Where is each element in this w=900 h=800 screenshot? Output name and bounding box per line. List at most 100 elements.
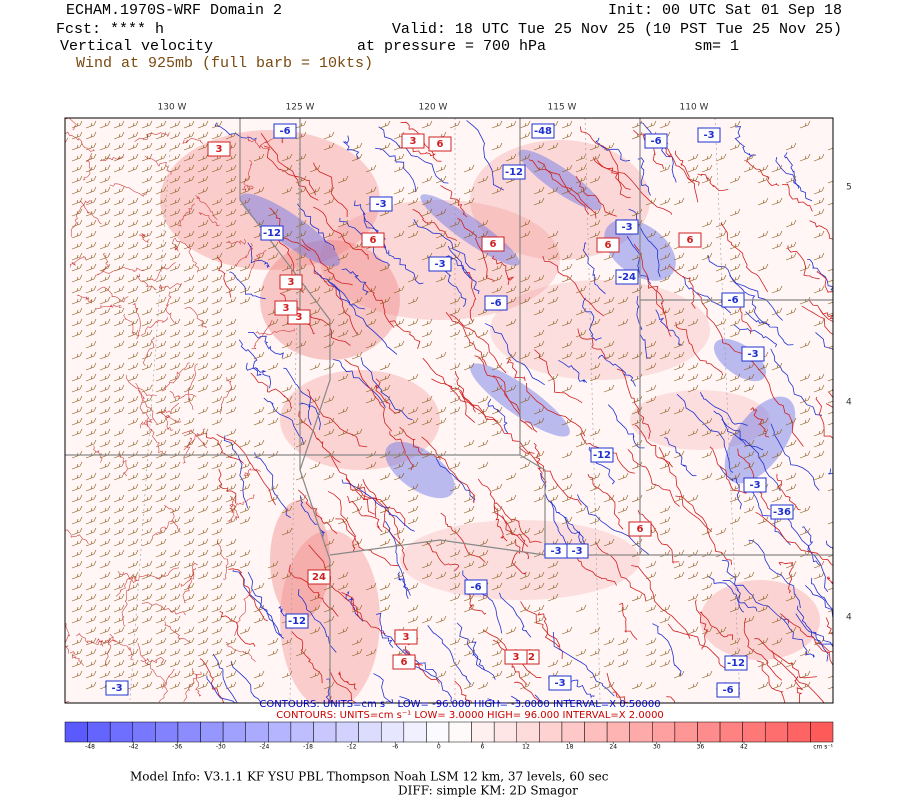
wind-barb: [813, 230, 825, 239]
wind-barb: [197, 538, 209, 547]
wind-barb: [183, 384, 195, 393]
positive-contour: [697, 173, 729, 191]
wind-barb: [169, 560, 181, 569]
positive-contour: [750, 407, 770, 438]
wind-barb: [337, 582, 349, 591]
negative-contour: [384, 520, 411, 596]
colorbar-tick-label: 30: [653, 744, 661, 751]
contour-label: -12: [727, 658, 745, 669]
wind-barb: [729, 318, 741, 327]
wind-barb: [155, 659, 167, 668]
wind-barb: [183, 483, 195, 492]
wind-barb: [729, 208, 741, 217]
wind-barb: [589, 505, 601, 514]
wind-barb: [281, 230, 293, 239]
wind-barb: [267, 406, 279, 415]
wind-barb: [785, 472, 797, 481]
wind-barb: [85, 241, 97, 250]
wind-barb: [281, 263, 293, 272]
wind-barb: [757, 175, 769, 184]
wind-barb: [799, 406, 811, 415]
wind-barb: [127, 648, 139, 657]
wind-barb: [85, 230, 97, 239]
wind-barb: [519, 296, 531, 305]
wind-barb: [211, 626, 223, 635]
positive-contour: [70, 651, 85, 666]
positive-contour: [218, 468, 237, 504]
wind-barb: [771, 450, 783, 459]
contour-label: 6: [490, 239, 497, 250]
contour-label-box: [105, 680, 129, 696]
wind-barb: [421, 615, 433, 624]
wind-barb: [113, 582, 125, 591]
wind-barb: [295, 219, 307, 228]
wind-barb: [771, 241, 783, 250]
positive-contour: [65, 529, 89, 544]
contour-label: -24: [618, 272, 636, 283]
wind-barb: [365, 582, 377, 591]
negative-contour: [471, 640, 486, 671]
model-title: ECHAM.1970S-WRF Domain 2: [66, 2, 282, 19]
meridian: [714, 118, 741, 701]
contour-label-box: [428, 136, 452, 152]
wind-barb: [141, 560, 153, 569]
positive-contour: [177, 203, 195, 227]
wind-barb: [225, 560, 237, 569]
wind-barb: [281, 670, 293, 679]
wind-barb: [673, 406, 685, 415]
longitude-label: 125 W: [286, 103, 315, 113]
colorbar: -48 -42 -36 -30 -24 -18 -12 -6 0 6 12 18 24 30 36 42 cm …: [64, 721, 834, 751]
wind-barb: [71, 296, 83, 305]
wind-barb: [519, 219, 531, 228]
wind-barb: [85, 626, 97, 635]
wind-barb: [547, 296, 559, 305]
wind-barb: [715, 219, 727, 228]
positive-contour: [255, 328, 295, 336]
wind-barb: [561, 252, 573, 261]
wind-barb: [603, 274, 615, 283]
wind-barb: [351, 637, 363, 646]
wind-barb: [561, 263, 573, 272]
wind-barb: [85, 164, 97, 173]
wind-barb: [659, 164, 671, 173]
wind-barb: [239, 626, 251, 635]
wind-barb: [547, 318, 559, 327]
wind-barb: [253, 670, 265, 679]
wind-barb: [183, 417, 195, 426]
wind-barb: [197, 307, 209, 316]
positive-contour: [247, 135, 271, 151]
wind-barb: [155, 549, 167, 558]
wind-barb: [169, 164, 181, 173]
colorbar-box: [222, 721, 246, 743]
wind-barb: [155, 241, 167, 250]
wind-barb: [323, 538, 335, 547]
wind-barb: [267, 648, 279, 657]
wind-barb: [561, 483, 573, 492]
wind-barb: [421, 175, 433, 184]
wind-barb: [169, 681, 181, 690]
positive-contour: [137, 642, 165, 689]
positive-contour: [778, 561, 794, 594]
wind-barb: [603, 659, 615, 668]
upward-motion-shading: [400, 520, 640, 600]
wind-barb: [155, 494, 167, 503]
wind-barb: [463, 560, 475, 569]
colorbar-box: [584, 721, 608, 743]
wind-barb: [113, 626, 125, 635]
wind-barb: [407, 219, 419, 228]
wind-barb: [295, 175, 307, 184]
wind-barb: [757, 681, 769, 690]
positive-contour: [123, 313, 140, 338]
wind-barb: [127, 318, 139, 327]
positive-contour: [46, 561, 61, 595]
wind-barb: [673, 307, 685, 316]
wind-barb: [141, 208, 153, 217]
wind-barb: [785, 219, 797, 228]
wind-barb: [407, 373, 419, 382]
wind-barb: [463, 593, 475, 602]
wind-barb: [169, 175, 181, 184]
wind-barb: [211, 208, 223, 217]
wind-barb: [169, 461, 181, 470]
wind-barb: [113, 593, 125, 602]
wind-barb: [239, 439, 251, 448]
